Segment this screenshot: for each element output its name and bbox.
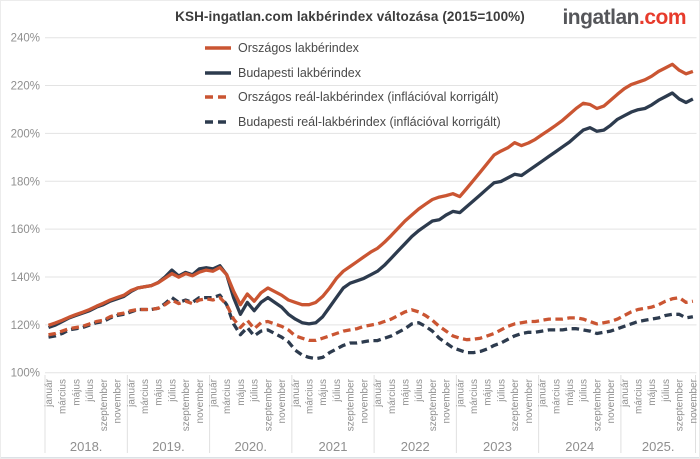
- x-month-label: május: [483, 379, 494, 406]
- x-year-label: 2021: [319, 439, 348, 454]
- legend-swatch-dashed: [205, 119, 231, 124]
- x-month-label: május: [400, 379, 411, 406]
- x-month-label: szeptember: [675, 378, 686, 431]
- x-month-label: szeptember: [592, 378, 603, 431]
- x-month-label: május: [154, 379, 165, 406]
- x-month-label: május: [71, 379, 82, 406]
- x-month-label: január: [126, 378, 137, 407]
- legend-swatch-dashed: [205, 95, 231, 99]
- y-tick-label: 180%: [11, 176, 40, 188]
- x-month-label: november: [195, 378, 206, 423]
- x-month-label: május: [236, 379, 247, 406]
- x-month-label: november: [688, 378, 699, 423]
- x-month-label: január: [209, 378, 220, 407]
- x-year-label: 2025.: [642, 439, 675, 454]
- x-month-label: május: [565, 379, 576, 406]
- x-month-label: szeptember: [346, 378, 357, 431]
- x-month-label: március: [387, 379, 398, 414]
- series-line-real-orszagos: [48, 295, 694, 343]
- legend-item: Országos reál-lakbérindex (inflációval k…: [204, 90, 501, 104]
- y-tick-label: 100%: [11, 368, 40, 380]
- legend-item: Budapesti reál-lakbérindex (inflációval …: [204, 115, 501, 129]
- chart-title: KSH-ingatlan.com lakbérindex változása (…: [175, 9, 525, 24]
- x-month-label: július: [414, 379, 425, 403]
- x-month-label: szeptember: [510, 378, 521, 431]
- x-month-label: május: [318, 379, 329, 406]
- x-month-label: november: [277, 378, 288, 423]
- y-tick-label: 160%: [11, 224, 40, 236]
- x-month-label: március: [58, 379, 69, 414]
- x-month-label: november: [524, 378, 535, 423]
- x-month-label: július: [579, 379, 590, 403]
- logo-brand-text: ingatlan: [562, 6, 639, 29]
- logo-tld-text: .com: [638, 6, 687, 29]
- x-month-label: január: [538, 378, 549, 407]
- x-year-label: 2020.: [234, 439, 267, 454]
- y-tick-label: 120%: [11, 320, 40, 332]
- legend-item: Budapesti lakbérindex: [204, 66, 501, 80]
- x-year-label: 2018.: [70, 439, 103, 454]
- x-month-label: szeptember: [428, 378, 439, 431]
- x-month-label: május: [647, 379, 658, 406]
- x-year-label: 2022: [401, 439, 430, 454]
- y-tick-label: 140%: [11, 272, 40, 284]
- chart-legend: Országos lakbérindex Budapesti lakbérinde…: [204, 41, 501, 139]
- x-month-label: július: [661, 379, 672, 403]
- legend-swatch-solid: [205, 46, 231, 50]
- legend-label: Budapesti reál-lakbérindex (inflációval …: [238, 114, 501, 129]
- legend-label: Budapesti lakbérindex: [238, 65, 361, 80]
- x-month-label: november: [606, 378, 617, 423]
- series-line-real-budapest: [48, 293, 694, 361]
- x-month-label: március: [140, 379, 151, 414]
- legend-label: Országos reál-lakbérindex (inflációval k…: [238, 90, 499, 104]
- x-year-label: 2023: [483, 439, 512, 454]
- x-month-label: január: [620, 378, 631, 407]
- x-month-label: március: [634, 379, 645, 414]
- y-tick-label: 240%: [11, 33, 40, 45]
- x-month-label: január: [44, 378, 55, 407]
- x-month-label: január: [373, 378, 384, 407]
- legend-swatch-solid: [205, 70, 231, 75]
- x-month-label: március: [222, 379, 233, 414]
- x-year-label: 2024: [565, 439, 594, 454]
- x-month-label: november: [359, 378, 370, 423]
- x-month-label: július: [250, 379, 261, 403]
- x-month-label: március: [551, 379, 562, 414]
- x-month-label: szeptember: [181, 378, 192, 431]
- series-line-orszagos: [47, 62, 694, 327]
- x-month-label: július: [85, 379, 96, 403]
- y-tick-label: 220%: [11, 81, 40, 93]
- ingatlan-logo: ingatlan.com: [562, 6, 686, 30]
- legend-label: Országos lakbérindex: [238, 41, 359, 55]
- x-month-label: július: [496, 379, 507, 403]
- x-month-label: szeptember: [263, 378, 274, 431]
- x-month-label: március: [304, 379, 315, 414]
- x-month-label: szeptember: [99, 378, 110, 431]
- y-tick-label: 200%: [11, 128, 40, 140]
- x-month-label: július: [332, 379, 343, 403]
- x-year-label: 2019.: [152, 439, 185, 454]
- x-month-label: január: [455, 378, 466, 407]
- legend-item: Országos lakbérindex: [204, 41, 501, 55]
- x-month-label: július: [167, 379, 178, 403]
- x-month-label: november: [113, 378, 124, 423]
- x-month-label: március: [469, 379, 480, 414]
- x-month-label: január: [291, 378, 302, 407]
- x-month-label: november: [442, 378, 453, 423]
